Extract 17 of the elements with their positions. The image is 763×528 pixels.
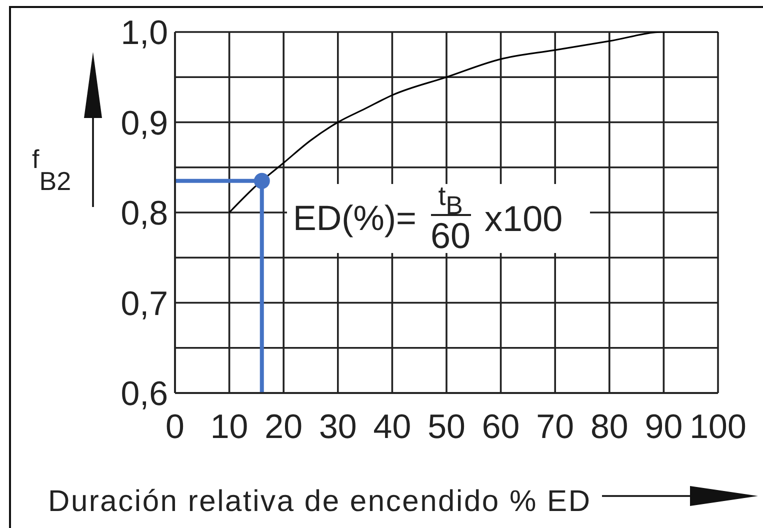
x-tick-label: 70 xyxy=(536,408,574,446)
x-tick-label: 40 xyxy=(373,408,412,446)
x-tick-label: 20 xyxy=(264,408,303,446)
y-tick-label: 0,8 xyxy=(120,194,168,233)
x-tick-label: 30 xyxy=(318,408,357,446)
x-tick-label: 100 xyxy=(690,408,746,446)
y-tick-label: 0,6 xyxy=(120,375,168,414)
x-tick-label: 0 xyxy=(166,408,184,446)
x-tick-label: 80 xyxy=(590,408,628,446)
y-tick-label: 1,0 xyxy=(120,14,168,52)
x-tick-label: 50 xyxy=(428,408,466,446)
x-tick-label: 10 xyxy=(210,408,248,446)
x-axis-title: Duración relativa de encendido % ED xyxy=(48,485,590,518)
x-tick-label: 60 xyxy=(482,408,520,446)
x-tick-label: 90 xyxy=(644,408,683,446)
y-tick-label: 0,7 xyxy=(120,284,168,323)
y-tick-label: 0,9 xyxy=(120,104,168,142)
